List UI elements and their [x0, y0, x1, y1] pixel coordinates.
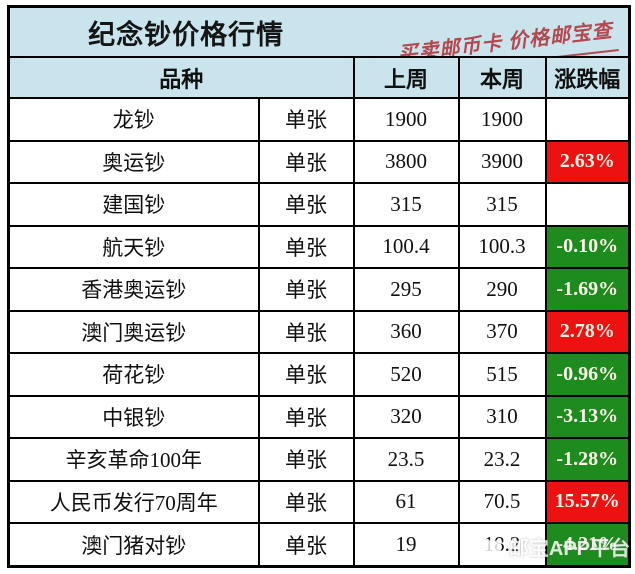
cell-unit: 单张	[257, 139, 355, 185]
cell-this-week: 315	[457, 182, 547, 227]
cell-name: 航天钞	[7, 224, 260, 270]
cell-unit: 单张	[257, 437, 355, 482]
column-header-variety: 品种	[7, 56, 355, 99]
cell-this-week: 290	[457, 267, 547, 312]
cell-this-week: 370	[457, 309, 547, 355]
cell-change: 2.63%	[544, 139, 631, 185]
title-row: 纪念钞价格行情 买卖邮币卡 价格邮宝查	[7, 5, 631, 58]
table-row: 香港奥运钞 单张 295 290 -1.69%	[7, 267, 631, 312]
cell-name: 荷花钞	[7, 352, 260, 397]
cell-unit: 单张	[257, 97, 355, 142]
cell-change	[544, 182, 631, 227]
cell-change	[544, 97, 631, 142]
cell-unit: 单张	[257, 352, 355, 397]
cell-change: 2.78%	[544, 309, 631, 355]
cell-last-week: 320	[352, 394, 460, 440]
cell-name: 龙钞	[7, 97, 260, 142]
cell-this-week: 3900	[457, 139, 547, 185]
cell-change: -0.96%	[544, 352, 631, 397]
cell-last-week: 61	[352, 479, 460, 525]
table-body: 龙钞 单张 1900 1900 奥运钞 单张 3800 3900 2.63% 建…	[7, 97, 631, 568]
cell-name: 建国钞	[7, 182, 260, 227]
table-row: 澳门奥运钞 单张 360 370 2.78%	[7, 309, 631, 355]
cell-name: 中银钞	[7, 394, 260, 440]
cell-name: 辛亥革命100年	[7, 437, 260, 482]
cell-last-week: 520	[352, 352, 460, 397]
cell-this-week: 1900	[457, 97, 547, 142]
cell-last-week: 100.4	[352, 224, 460, 270]
cell-last-week: 295	[352, 267, 460, 312]
price-table-card: 纪念钞价格行情 买卖邮币卡 价格邮宝查 品种 上周 本周 涨跌幅 龙钞 单张 1…	[7, 5, 632, 568]
commemorative-banknote-price-table: 纪念钞价格行情 买卖邮币卡 价格邮宝查 品种 上周 本周 涨跌幅 龙钞 单张 1…	[7, 5, 632, 568]
cell-change: -0.10%	[544, 224, 631, 270]
cell-unit: 单张	[257, 479, 355, 525]
table-row: 荷花钞 单张 520 515 -0.96%	[7, 352, 631, 397]
cell-change: -1.28%	[544, 437, 631, 482]
column-header-change: 涨跌幅	[544, 56, 631, 99]
table-row: 人民币发行70周年 单张 61 70.5 15.57%	[7, 479, 631, 525]
cell-name: 澳门奥运钞	[7, 309, 260, 355]
cell-this-week: 70.5	[457, 479, 547, 525]
cell-unit: 单张	[257, 522, 355, 568]
cell-change: 15.57%	[544, 479, 631, 525]
table-row: 建国钞 单张 315 315	[7, 182, 631, 227]
column-header-this-week: 本周	[457, 56, 547, 99]
cell-this-week: 515	[457, 352, 547, 397]
cell-name: 香港奥运钞	[7, 267, 260, 312]
cell-name: 澳门猪对钞	[7, 522, 260, 568]
cell-this-week: 100.3	[457, 224, 547, 270]
cell-name: 奥运钞	[7, 139, 260, 185]
table-row: 奥运钞 单张 3800 3900 2.63%	[7, 139, 631, 185]
table-row: 中银钞 单张 320 310 -3.13%	[7, 394, 631, 440]
cell-unit: 单张	[257, 267, 355, 312]
cell-name: 人民币发行70周年	[7, 479, 260, 525]
column-header-last-week: 上周	[352, 56, 460, 99]
cell-last-week: 1900	[352, 97, 460, 142]
table-row: 航天钞 单张 100.4 100.3 -0.10%	[7, 224, 631, 270]
cell-last-week: 360	[352, 309, 460, 355]
cell-change: -1.69%	[544, 267, 631, 312]
table-row: 龙钞 单张 1900 1900	[7, 97, 631, 142]
cell-last-week: 315	[352, 182, 460, 227]
cell-unit: 单张	[257, 182, 355, 227]
cell-this-week: 310	[457, 394, 547, 440]
column-header-row: 品种 上周 本周 涨跌幅	[7, 56, 631, 99]
cell-unit: 单张	[257, 224, 355, 270]
cell-last-week: 3800	[352, 139, 460, 185]
cell-last-week: 23.5	[352, 437, 460, 482]
page-title: 纪念钞价格行情	[88, 19, 285, 50]
table-row: 辛亥革命100年 单张 23.5 23.2 -1.28%	[7, 437, 631, 482]
cell-change: -3.13%	[544, 394, 631, 440]
cell-this-week: 18.2	[457, 522, 547, 568]
cell-last-week: 19	[352, 522, 460, 568]
cell-unit: 单张	[257, 309, 355, 355]
cell-unit: 单张	[257, 394, 355, 440]
cell-change: -4.21%	[544, 522, 631, 568]
slogan-text: 买卖邮币卡 价格邮宝查	[392, 13, 619, 56]
table-row: 澳门猪对钞 单张 19 18.2 -4.21%	[7, 522, 631, 568]
cell-this-week: 23.2	[457, 437, 547, 482]
